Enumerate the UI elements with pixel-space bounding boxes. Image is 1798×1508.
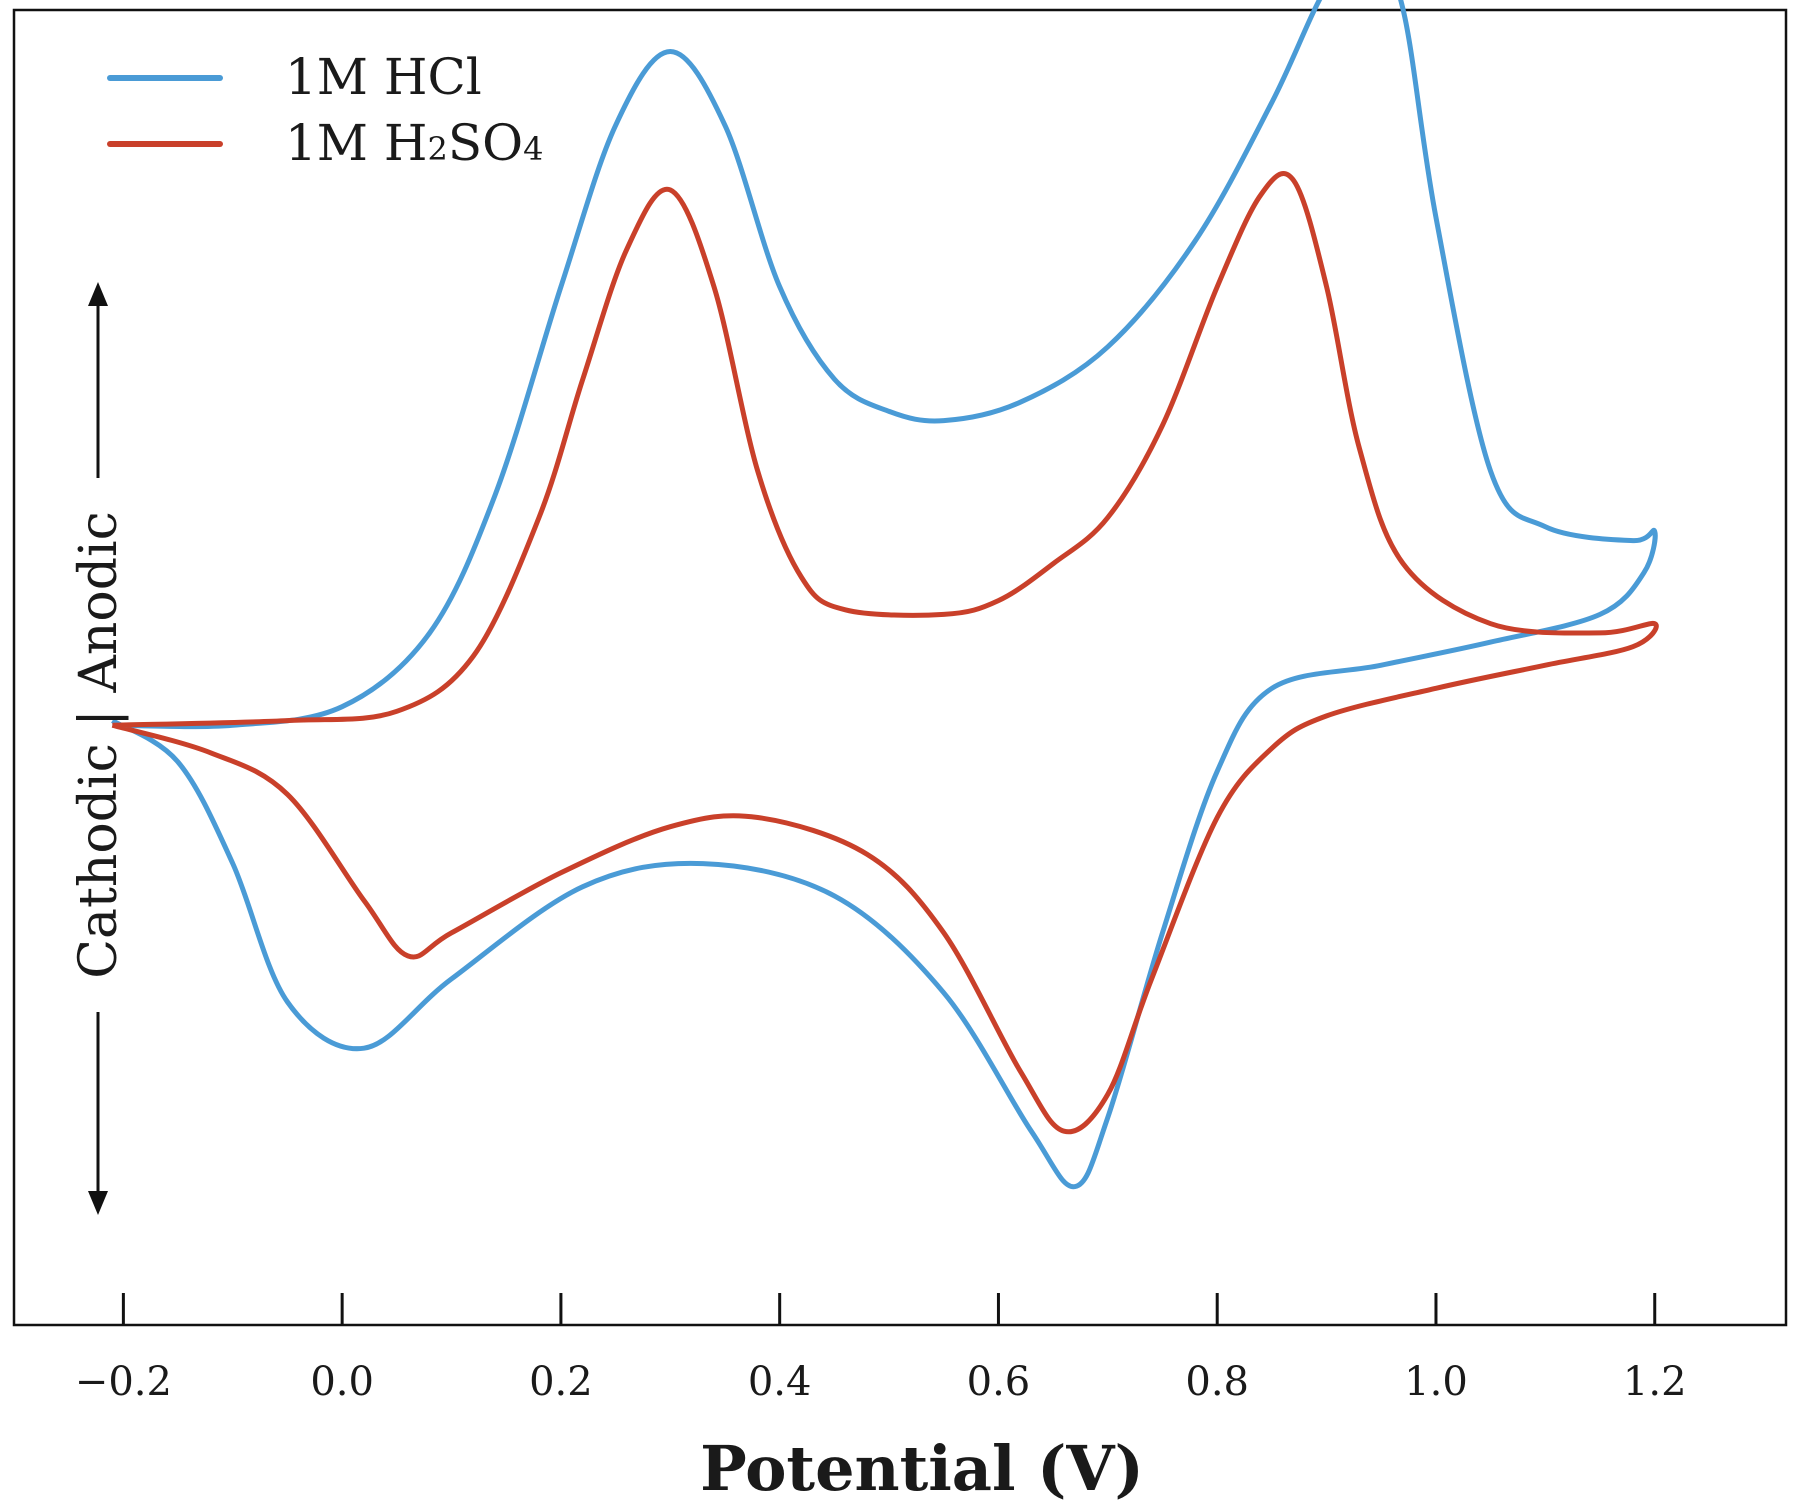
x-tick-label: 0.4 (748, 1359, 812, 1405)
series-line-hcl (111, 0, 1658, 1190)
series-layer (111, 0, 1659, 1190)
x-tick-label: 0.2 (529, 1359, 593, 1405)
legend-label-h2so4: 1M H2SO4 (285, 114, 543, 172)
x-tick-label: 1.2 (1623, 1359, 1687, 1405)
y-axis-label: Cathodic | Anodic (69, 511, 129, 979)
x-tick-label: 0.8 (1185, 1359, 1249, 1405)
x-tick-label: 0.0 (310, 1359, 374, 1405)
legend-label-hcl: 1M HCl (285, 48, 482, 106)
y-arrow-up-head (88, 282, 108, 306)
y-axis-label-group: Cathodic | Anodic (69, 282, 129, 1215)
x-axis-ticks: −0.2 0.0 0.2 0.4 0.6 0.8 1.0 1.2 (75, 1293, 1687, 1405)
x-tick-label: 1.0 (1404, 1359, 1468, 1405)
x-tick-label: −0.2 (75, 1359, 172, 1405)
series-line-h2so4 (111, 171, 1659, 1135)
x-tick-label: 0.6 (967, 1359, 1031, 1405)
x-axis-label: Potential (V) (700, 1432, 1144, 1505)
legend: 1M HCl 1M H2SO4 (107, 48, 543, 172)
plot-frame (12, 8, 1788, 1327)
y-arrow-down-head (88, 1191, 108, 1215)
